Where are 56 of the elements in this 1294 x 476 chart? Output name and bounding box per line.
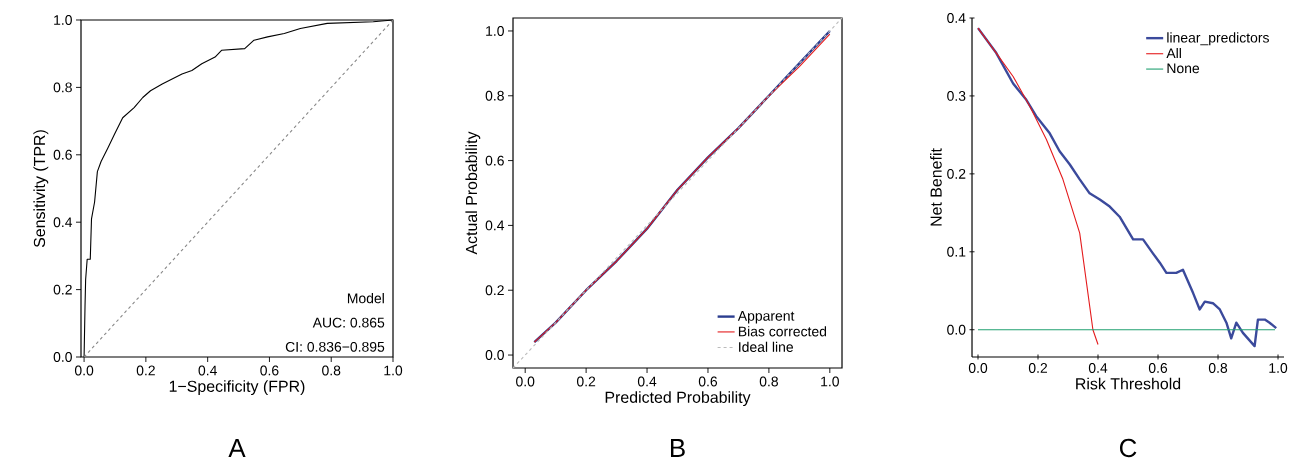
x-axis-title: 1−Specificity (FPR): [169, 380, 305, 396]
x-tick-label: 1.0: [1269, 363, 1288, 373]
y-tick-label: 0.8: [53, 82, 72, 93]
line-series: [83, 19, 394, 358]
x-axis-title: Predicted Probability: [605, 391, 751, 407]
x-tick-label: 0.6: [260, 365, 279, 376]
annotation: Model: [347, 293, 384, 304]
x-tick-label: 0.8: [1208, 363, 1228, 373]
y-tick-label: 0.0: [53, 352, 72, 362]
x-tick-label: 0.2: [1028, 363, 1048, 373]
y-axis-title: Actual Probability: [465, 131, 481, 255]
y-tick-label: 0.3: [947, 90, 966, 101]
y-tick-label: 0.6: [485, 155, 504, 166]
y-tick-label: 0.8: [485, 90, 504, 101]
x-axis-title: Risk Threshold: [1076, 377, 1181, 390]
y-axis-title: Net Benefit: [930, 148, 942, 226]
y-tick-label: 0.2: [947, 168, 966, 179]
x-tick-label: 1.0: [384, 365, 403, 376]
y-tick-label: 1.0: [54, 15, 72, 25]
y-tick-label: 0.1: [947, 246, 966, 257]
annotation: AUC: 0.865: [312, 317, 385, 328]
x-tick-label: 0.6: [1148, 363, 1168, 373]
legend-label: Bias corrected: [738, 326, 827, 337]
legend-label: None: [1167, 63, 1200, 74]
x-tick-label: 0.8: [322, 365, 341, 376]
y-tick-label: 0.0: [947, 324, 966, 335]
text: B: [670, 439, 685, 457]
x-tick-label: 0.4: [198, 365, 217, 376]
y-tick-label: 0.2: [485, 285, 504, 296]
y-axis-title: Sensitivity (TPR): [33, 130, 49, 248]
y-tick-label: 0.4: [485, 220, 505, 231]
x-tick-label: 0.0: [968, 363, 988, 373]
x-tick-label: 0.4: [1088, 363, 1108, 373]
x-tick-label: 0.0: [516, 376, 535, 387]
x-tick-label: 1.0: [821, 376, 839, 387]
y-tick-label: 0.4: [53, 217, 73, 228]
y-tick-label: 0.4: [947, 13, 966, 23]
legend-label: All: [1166, 47, 1181, 59]
x-tick-label: 0.2: [136, 365, 155, 376]
y-tick-label: 0.6: [53, 149, 72, 160]
y-tick-label: 1.0: [486, 26, 504, 36]
y-tick-label: 0.2: [53, 284, 72, 295]
x-tick-label: 0.2: [576, 376, 596, 387]
x-tick-label: 0.0: [74, 365, 94, 376]
annotation: CI: 0.836−0.895: [285, 341, 385, 352]
x-tick-label: 0.8: [759, 376, 778, 387]
line-series: [977, 27, 1099, 346]
x-tick-label: 0.6: [698, 376, 718, 387]
x-tick-label: 0.4: [637, 376, 657, 387]
text: A: [228, 439, 246, 457]
y-tick-label: 0.0: [485, 350, 504, 360]
text: C: [1119, 438, 1137, 458]
legend-label: Apparent: [737, 311, 795, 324]
legend-label: linear_predictors: [1167, 32, 1269, 46]
line-series: [976, 26, 1278, 348]
legend-label: Ideal line: [739, 341, 793, 352]
